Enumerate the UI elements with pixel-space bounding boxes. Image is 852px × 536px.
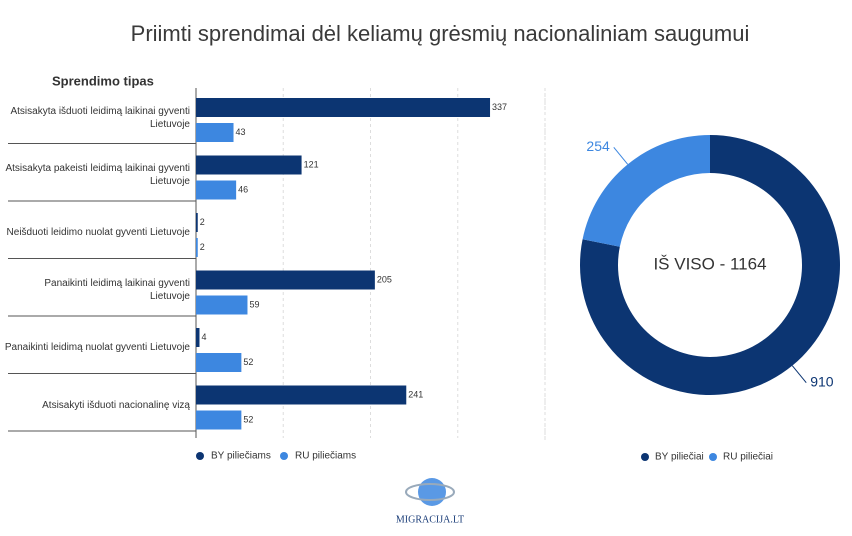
value-label: 46 bbox=[238, 184, 248, 194]
legend-label: BY piliečiai bbox=[655, 452, 704, 463]
legend-label: RU piliečiai bbox=[723, 452, 773, 463]
value-label: 2 bbox=[200, 242, 205, 252]
value-label: 59 bbox=[249, 299, 259, 309]
legend-swatch bbox=[709, 453, 717, 461]
value-label: 910 bbox=[810, 373, 834, 389]
bar bbox=[196, 353, 242, 372]
bar bbox=[196, 270, 375, 290]
value-label: 121 bbox=[304, 159, 319, 169]
bar bbox=[196, 123, 234, 142]
donut-segment bbox=[582, 135, 710, 247]
category-label: Atsisakyta išduoti leidimą laikinai gyve… bbox=[10, 105, 190, 130]
category-label: Neišduoti leidimo nuolat gyventi Lietuvo… bbox=[6, 227, 190, 238]
bar bbox=[196, 213, 198, 232]
value-label: 2 bbox=[200, 217, 205, 227]
legend-label: RU piliečiams bbox=[295, 451, 356, 462]
logo-globe bbox=[418, 478, 446, 506]
logo-orbit bbox=[405, 483, 455, 501]
logo-text: MIGRACIJA.LT bbox=[396, 514, 464, 525]
legend-label: BY piliečiams bbox=[211, 451, 271, 462]
category-label: Atsisakyti išduoti nacionalinę vizą bbox=[42, 399, 190, 411]
value-label: 254 bbox=[586, 138, 610, 154]
legend-swatch bbox=[641, 453, 649, 461]
bar bbox=[196, 180, 237, 200]
bar bbox=[196, 98, 491, 117]
center-label: IŠ VISO - 1164 bbox=[653, 254, 766, 273]
bar bbox=[196, 328, 200, 347]
value-label: 4 bbox=[201, 332, 206, 342]
value-label: 241 bbox=[408, 389, 423, 399]
legend-swatch bbox=[196, 452, 204, 460]
category-label: Panaikinti leidimą nuolat gyventi Lietuv… bbox=[4, 342, 190, 353]
value-label: 52 bbox=[243, 357, 253, 367]
bar bbox=[196, 410, 242, 430]
category-label: Atsisakyta pakeisti leidimą laikinai gyv… bbox=[5, 163, 190, 187]
axis-title: Sprendimo tipas bbox=[52, 73, 154, 88]
value-label: 205 bbox=[377, 274, 392, 284]
bar bbox=[196, 385, 407, 405]
bar bbox=[196, 295, 248, 315]
value-label: 43 bbox=[236, 127, 246, 137]
value-label: 52 bbox=[243, 414, 253, 424]
category-label: Panaikinti leidimą laikinai gyventi Liet… bbox=[44, 278, 190, 302]
leader-line bbox=[613, 147, 629, 165]
page-title: Priimti sprendimai dėl keliamų grėsmių n… bbox=[131, 21, 750, 46]
bar bbox=[196, 238, 198, 257]
leader-line bbox=[791, 365, 807, 383]
legend-swatch bbox=[280, 452, 288, 460]
value-label: 337 bbox=[492, 102, 507, 112]
bar bbox=[196, 155, 302, 175]
